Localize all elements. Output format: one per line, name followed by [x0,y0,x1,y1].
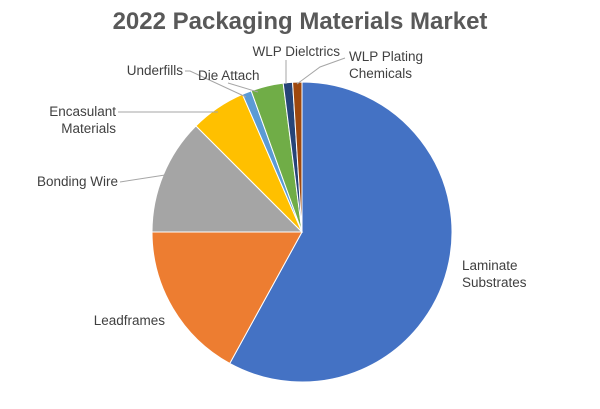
leader-line-die-attach [227,82,259,93]
pie-slice-leadframes [151,231,303,365]
slice-label-laminate-substrates: Laminate Substrates [462,258,527,290]
slice-label-line: Underfills [127,63,184,78]
slice-label-wlp-plating-chemicals: WLP Plating Chemicals [349,49,423,81]
slice-label-line: Substrates [462,275,527,290]
slice-label-wlp-dielctrics: WLP Dielctrics [252,44,340,59]
slice-label-line: Laminate [462,258,518,273]
slice-label-line: WLP Dielctrics [252,44,340,59]
chart-title: 2022 Packaging Materials Market [112,8,488,35]
slice-label-die-attach: Die Attach [198,68,260,83]
slice-label-leadframes: Leadframes [94,313,166,328]
leader-line-wlp-plating-chemicals [296,57,346,85]
slices-layer [151,81,453,383]
pie-slice-wlp-plating-chemicals [292,81,303,233]
slice-label-line: WLP Plating [349,49,423,64]
leader-line-bonding-wire [119,174,166,183]
leader-line-underfills [185,70,247,98]
slice-label-encasulant-materials: Encasulant Materials [49,104,116,136]
slice-label-line: Materials [61,121,116,136]
slice-label-underfills: Underfills [127,63,184,78]
slice-label-line: Encasulant [49,104,116,119]
slice-label-bonding-wire: Bonding Wire [37,174,118,189]
slice-label-line: Die Attach [198,68,260,83]
pie-slice-laminate-substrates [229,81,453,383]
pie-slice-bonding-wire [151,125,304,233]
labels-layer: Laminate Substrates Leadframes Bonding Wire… [37,44,527,328]
slice-label-line: Chemicals [349,66,412,81]
slice-label-line: Leadframes [94,313,166,328]
slice-label-line: Bonding Wire [37,174,118,189]
leader-lines-layer [118,57,346,183]
